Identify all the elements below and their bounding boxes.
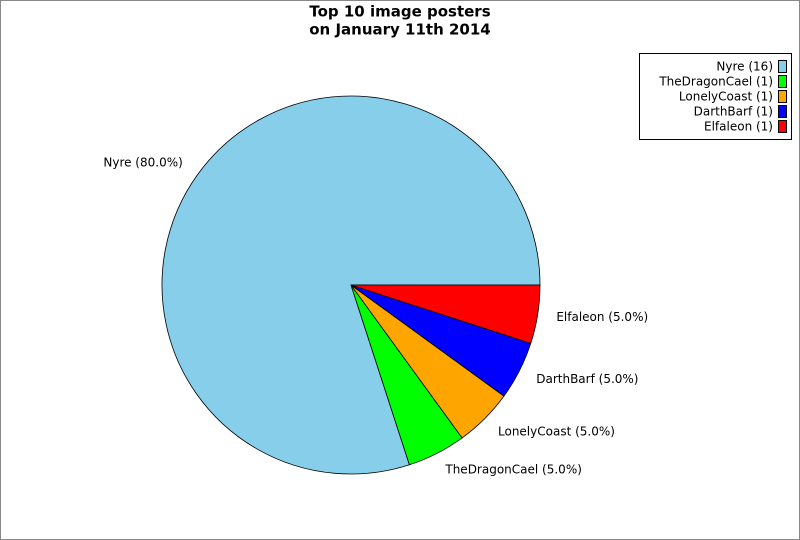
slice-label: TheDragonCael (5.0%)	[444, 463, 582, 477]
legend-swatch	[778, 75, 787, 88]
legend-label: Elfaleon (1)	[704, 120, 773, 134]
legend-box	[639, 53, 792, 140]
legend-swatch	[778, 105, 787, 118]
legend-label: DarthBarf (1)	[694, 105, 773, 119]
slice-label: DarthBarf (5.0%)	[536, 372, 638, 386]
chart-title: Top 10 image posters	[309, 3, 490, 21]
chart-title: on January 11th 2014	[309, 21, 490, 39]
legend-swatch	[778, 120, 787, 133]
legend-label: Nyre (16)	[716, 60, 773, 74]
legend-swatch	[778, 60, 787, 73]
pie-slice	[350, 284, 541, 344]
legend-label: LonelyCoast (1)	[679, 90, 773, 104]
slice-label: LonelyCoast (5.0%)	[498, 425, 615, 439]
legend-label: TheDragonCael (1)	[658, 75, 773, 89]
slice-label: Elfaleon (5.0%)	[556, 310, 648, 324]
legend-swatch	[778, 90, 787, 103]
slice-label: Nyre (80.0%)	[103, 155, 182, 169]
